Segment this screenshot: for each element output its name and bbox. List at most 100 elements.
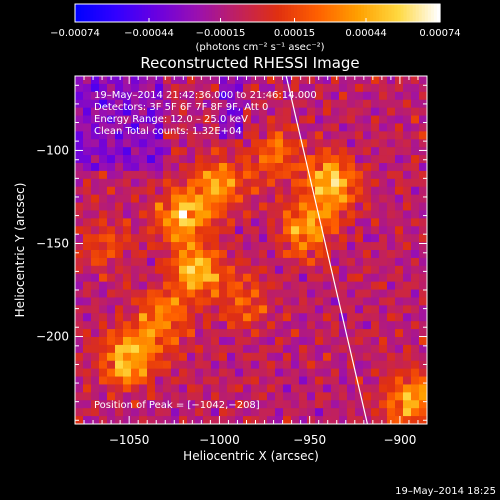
heatmap-cell xyxy=(203,155,212,164)
heatmap-cell xyxy=(203,218,212,227)
limb-curve xyxy=(285,75,369,425)
heatmap-cell xyxy=(187,297,196,306)
heatmap-cell xyxy=(227,226,236,235)
heatmap-cell xyxy=(347,376,356,385)
heatmap-cell xyxy=(155,210,164,219)
heatmap-cell xyxy=(131,139,140,148)
heatmap-cell xyxy=(219,178,228,188)
heatmap-cell xyxy=(283,250,292,259)
heatmap-cell xyxy=(363,408,372,417)
heatmap-cell xyxy=(275,242,284,251)
heatmap-cell xyxy=(123,194,132,204)
heatmap-cell xyxy=(403,400,412,409)
heatmap-cell xyxy=(283,163,292,172)
heatmap-cell xyxy=(355,202,364,211)
heatmap-cell xyxy=(179,400,188,409)
heatmap-cell xyxy=(123,139,132,148)
heatmap-cell xyxy=(123,202,132,211)
heatmap-cell xyxy=(379,297,388,306)
heatmap-cell xyxy=(171,313,180,322)
heatmap-cell xyxy=(371,107,380,117)
heatmap-cell xyxy=(131,155,140,164)
heatmap-cell xyxy=(251,250,260,259)
heatmap-cell xyxy=(283,202,292,211)
heatmap-cell xyxy=(195,376,204,385)
heatmap-cell xyxy=(339,297,348,306)
heatmap-cell xyxy=(115,257,124,267)
colorbar-segment xyxy=(217,4,222,22)
heatmap-cell xyxy=(283,107,292,117)
colorbar-segment xyxy=(90,4,94,22)
heatmap-cell xyxy=(155,305,164,314)
heatmap-cell xyxy=(163,123,172,132)
heatmap-cell xyxy=(299,273,308,283)
heatmap-cell xyxy=(227,242,236,251)
heatmap-cell xyxy=(163,218,172,227)
colorbar-segment xyxy=(351,4,356,22)
heatmap-cell xyxy=(171,99,180,109)
heatmap-cell xyxy=(131,186,140,196)
heatmap-cell xyxy=(83,155,92,164)
heatmap-cell xyxy=(211,202,220,211)
heatmap-cell xyxy=(139,139,148,148)
heatmap-cell xyxy=(363,155,372,164)
heatmap-cell xyxy=(395,210,404,219)
heatmap-cell xyxy=(195,416,204,425)
colorbar-segment xyxy=(376,4,380,22)
heatmap-cell xyxy=(275,368,284,378)
heatmap-cell xyxy=(411,368,420,378)
heatmap-cell xyxy=(163,91,172,101)
heatmap-cell xyxy=(299,202,308,211)
heatmap-cell xyxy=(75,155,84,164)
heatmap-cell xyxy=(395,242,404,251)
heatmap-cell xyxy=(83,202,92,211)
heatmap-cell xyxy=(419,91,428,101)
heatmap-cell xyxy=(179,289,188,298)
heatmap-cell xyxy=(347,297,356,306)
heatmap-cell xyxy=(403,76,412,85)
heatmap-cell xyxy=(371,384,380,393)
heatmap-cell xyxy=(371,376,380,385)
heatmap-cell xyxy=(163,210,172,219)
heatmap-cell xyxy=(187,265,196,275)
colorbar-segment xyxy=(202,4,207,22)
heatmap-cell xyxy=(323,202,332,211)
heatmap-cell xyxy=(395,91,404,101)
heatmap-cell xyxy=(219,384,228,393)
heatmap-cell xyxy=(291,155,300,164)
heatmap-cell xyxy=(155,131,164,140)
heatmap-cell xyxy=(291,83,300,93)
heatmap-cell xyxy=(171,147,180,156)
heatmap-cell xyxy=(267,337,276,346)
heatmap-cell xyxy=(283,337,292,346)
heatmap-cell xyxy=(123,376,132,385)
heatmap-cell xyxy=(243,344,252,354)
heatmap-cell xyxy=(259,202,268,211)
heatmap-cell xyxy=(227,99,236,109)
heatmap-cell xyxy=(387,83,396,93)
heatmap-cell xyxy=(339,392,348,401)
heatmap-cell xyxy=(155,376,164,385)
heatmap-cell xyxy=(251,123,260,132)
heatmap-cell xyxy=(99,329,108,338)
colorbar-segment xyxy=(144,4,149,22)
heatmap-cell xyxy=(339,329,348,338)
heatmap-cell xyxy=(211,368,220,378)
heatmap-cell xyxy=(371,115,380,124)
heatmap-cell xyxy=(283,384,292,393)
heatmap-cell xyxy=(83,313,92,322)
colorbar-segment xyxy=(269,4,274,22)
heatmap-cell xyxy=(419,139,428,148)
heatmap-cell xyxy=(315,416,324,425)
heatmap-cell xyxy=(307,250,316,259)
heatmap-cell xyxy=(363,352,372,362)
heatmap-cell xyxy=(267,218,276,227)
heatmap-cell xyxy=(243,265,252,275)
colorbar-segment xyxy=(287,4,292,22)
heatmap-cell xyxy=(323,99,332,109)
heatmap-cell xyxy=(147,265,156,275)
heatmap-cell xyxy=(99,337,108,346)
heatmap-cell xyxy=(379,210,388,219)
heatmap-cell xyxy=(331,194,340,204)
heatmap-cell xyxy=(75,281,84,291)
